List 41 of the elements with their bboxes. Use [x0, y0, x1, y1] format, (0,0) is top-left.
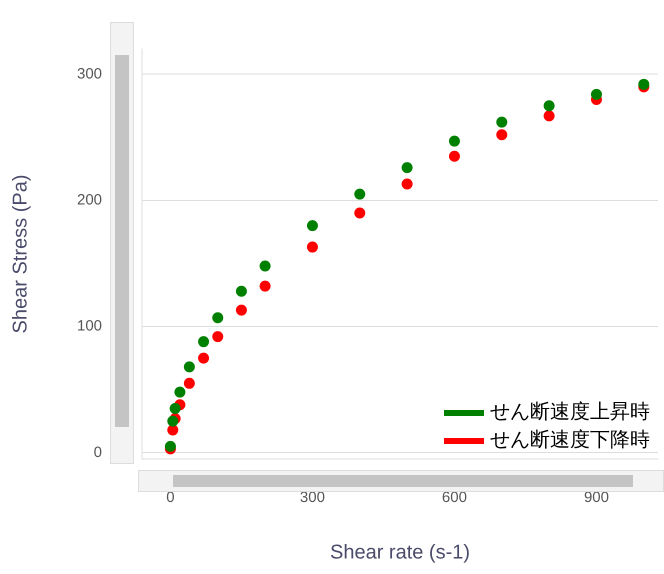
point [638, 78, 650, 90]
y-tick-label: 200 [76, 192, 102, 209]
point [198, 336, 210, 348]
point [198, 352, 210, 364]
x-tick-label: 600 [442, 489, 467, 506]
point [544, 100, 555, 112]
point [496, 129, 508, 140]
point [544, 110, 555, 122]
point [174, 386, 186, 398]
point [167, 424, 178, 436]
point [184, 361, 195, 372]
point [212, 312, 224, 324]
point [448, 150, 460, 162]
point [164, 440, 176, 452]
y-axis-title: Shear Stress (Pa) [10, 174, 32, 334]
point [448, 136, 460, 147]
legend-label: せん断速度上昇時 [490, 399, 650, 424]
point [354, 208, 366, 218]
x-tick-label: 900 [584, 489, 609, 506]
x-tick-label: 300 [300, 489, 325, 506]
point [354, 188, 366, 200]
point [496, 116, 508, 128]
point [236, 304, 247, 316]
legend-label: せん断速度下降時 [490, 427, 650, 452]
point [260, 280, 271, 292]
point [184, 378, 195, 389]
point [402, 178, 413, 190]
x-tick-label: 0 [166, 489, 175, 506]
point [306, 220, 318, 232]
point [590, 88, 602, 100]
point [402, 162, 413, 174]
point [306, 242, 318, 253]
y-tick-label: 0 [94, 444, 102, 461]
point [236, 286, 247, 297]
y-tick-label: 300 [76, 65, 102, 82]
point [170, 403, 181, 414]
point [260, 260, 271, 272]
point [212, 331, 224, 342]
y-tick-label: 100 [76, 318, 102, 335]
x-axis-title: Shear rate (s-1) [330, 542, 470, 564]
point [167, 416, 178, 427]
